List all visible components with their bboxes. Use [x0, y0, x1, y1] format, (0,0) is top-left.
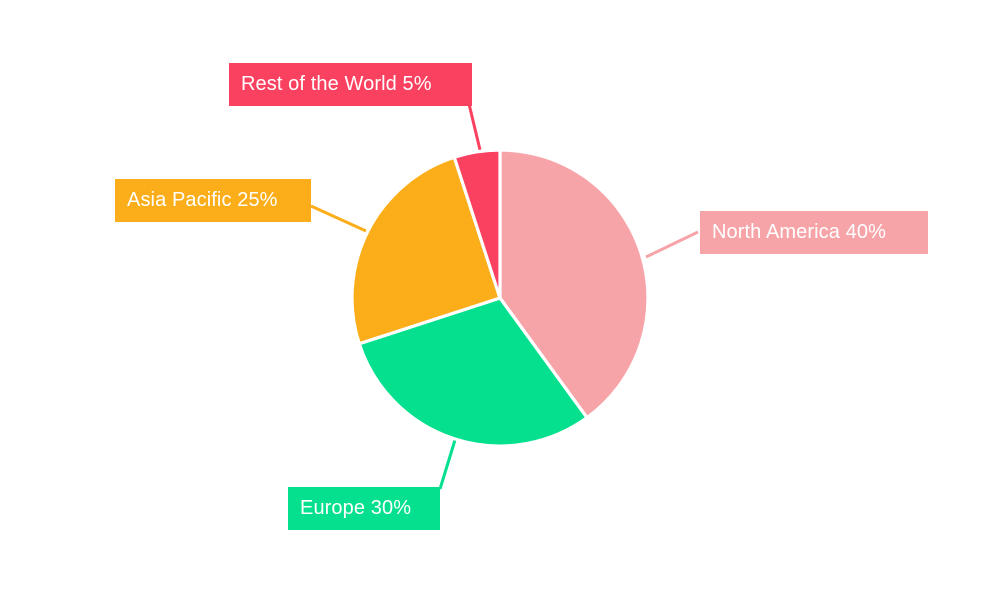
leader-line-north-america — [645, 230, 699, 259]
pie-label-north-america[interactable]: North America 40% — [700, 211, 928, 254]
pie-label-rest-of-the-world[interactable]: Rest of the World 5% — [229, 63, 472, 106]
leader-lines-group — [310, 103, 699, 490]
pie-slice-rest-of-the-world[interactable] — [452, 148, 502, 300]
leader-line-europe — [438, 439, 457, 490]
pie-label-europe[interactable]: Europe 30% — [288, 487, 440, 530]
leader-line-asia-pacific — [310, 204, 367, 233]
pie-slice-north-america[interactable] — [498, 148, 650, 420]
pie-wedges-group — [350, 148, 650, 448]
leader-line-rest-of-the-world — [467, 103, 483, 155]
pie-slice-europe[interactable] — [357, 296, 589, 448]
pie-slice-asia-pacific[interactable] — [350, 155, 502, 346]
pie-label-asia-pacific[interactable]: Asia Pacific 25% — [115, 179, 311, 222]
